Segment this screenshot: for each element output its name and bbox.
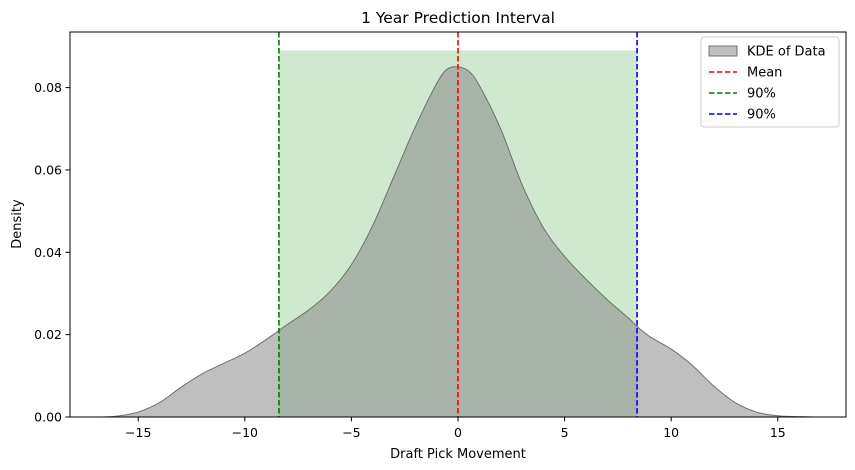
- legend-label: Mean: [747, 66, 782, 81]
- y-axis-title: Density: [10, 199, 25, 249]
- y-tick-label: 0.04: [34, 245, 62, 260]
- x-tick-label: 15: [770, 425, 786, 440]
- y-tick-label: 0.06: [34, 162, 62, 177]
- y-tick-label: 0.08: [34, 80, 62, 95]
- x-tick-label: −5: [342, 425, 360, 440]
- x-tick-label: 5: [561, 425, 569, 440]
- y-tick-label: 0.02: [34, 327, 62, 342]
- y-tick-label: 0.00: [34, 410, 62, 425]
- chart-title: 1 Year Prediction Interval: [361, 9, 555, 27]
- legend-box: [700, 36, 840, 128]
- x-axis-title: Draft Pick Movement: [390, 447, 526, 462]
- x-tick-label: −15: [125, 425, 151, 440]
- x-tick-label: 10: [663, 425, 679, 440]
- x-tick-label: −10: [232, 425, 258, 440]
- legend-label: 90%: [747, 108, 776, 123]
- legend: KDE of Data Mean 90% 90%: [700, 36, 840, 128]
- legend-label: KDE of Data: [747, 45, 826, 60]
- x-tick-label: 0: [454, 425, 462, 440]
- legend-swatch-kde: [708, 45, 738, 57]
- legend-label: 90%: [747, 87, 776, 102]
